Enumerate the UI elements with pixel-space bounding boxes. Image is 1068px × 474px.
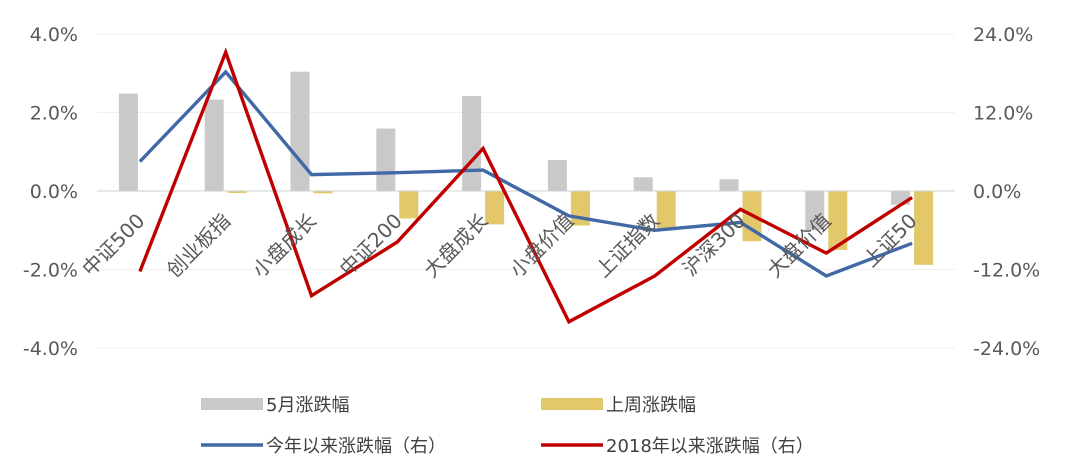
legend-swatch xyxy=(201,398,263,410)
lines xyxy=(138,47,914,325)
right-tick-label: 24.0% xyxy=(973,24,1033,46)
line-ytd-change xyxy=(138,69,913,278)
legend-label: 5月涨跌幅 xyxy=(266,395,349,416)
bar-last-week-change xyxy=(914,191,934,265)
bar-last-week-change xyxy=(828,191,848,250)
left-tick-label: 0.0% xyxy=(30,181,78,203)
legend-label: 上周涨跌幅 xyxy=(606,395,696,416)
bar-may-change xyxy=(376,128,396,191)
right-tick-label: 12.0% xyxy=(973,103,1033,125)
bar-last-week-change xyxy=(313,191,333,194)
category-label: 创业板指 xyxy=(162,209,236,283)
bar-may-change xyxy=(547,159,567,191)
left-tick-label: -2.0% xyxy=(23,260,78,282)
bar-last-week-change xyxy=(656,191,676,229)
bars xyxy=(118,71,934,265)
category-label: 上证50 xyxy=(858,209,921,272)
category-label: 大盘价值 xyxy=(762,209,836,283)
bar-may-change xyxy=(891,191,911,205)
right-tick-label: -12.0% xyxy=(973,260,1040,282)
bar-may-change xyxy=(719,179,739,191)
category-label: 大盘成长 xyxy=(419,209,493,283)
bar-may-change xyxy=(118,93,138,191)
line-since-2018-change xyxy=(138,47,914,325)
category-label: 小盘价值 xyxy=(505,209,579,283)
right-tick-label: -24.0% xyxy=(973,338,1040,360)
bar-last-week-change xyxy=(485,191,505,225)
bar-last-week-change xyxy=(399,191,419,219)
left-tick-label: 4.0% xyxy=(30,24,78,46)
bar-may-change xyxy=(462,96,482,191)
left-tick-label: -4.0% xyxy=(23,338,78,360)
bar-may-change xyxy=(204,99,224,191)
bar-may-change xyxy=(290,71,310,191)
right-axis: -24.0% -12.0% 0.0% 12.0% 24.0% xyxy=(973,24,1040,360)
bar-may-change xyxy=(633,177,653,191)
legend-label: 2018年以来涨跌幅（右） xyxy=(606,436,814,457)
left-axis: -4.0% -2.0% 0.0% 2.0% 4.0% xyxy=(23,24,78,360)
legend-label: 今年以来涨跌幅（右） xyxy=(266,436,446,457)
bar-may-change xyxy=(805,191,825,231)
bar-last-week-change xyxy=(227,191,247,193)
left-tick-label: 2.0% xyxy=(30,103,78,125)
right-tick-label: 0.0% xyxy=(973,181,1021,203)
legend-swatch xyxy=(541,398,603,410)
category-label: 上证指数 xyxy=(591,209,665,283)
